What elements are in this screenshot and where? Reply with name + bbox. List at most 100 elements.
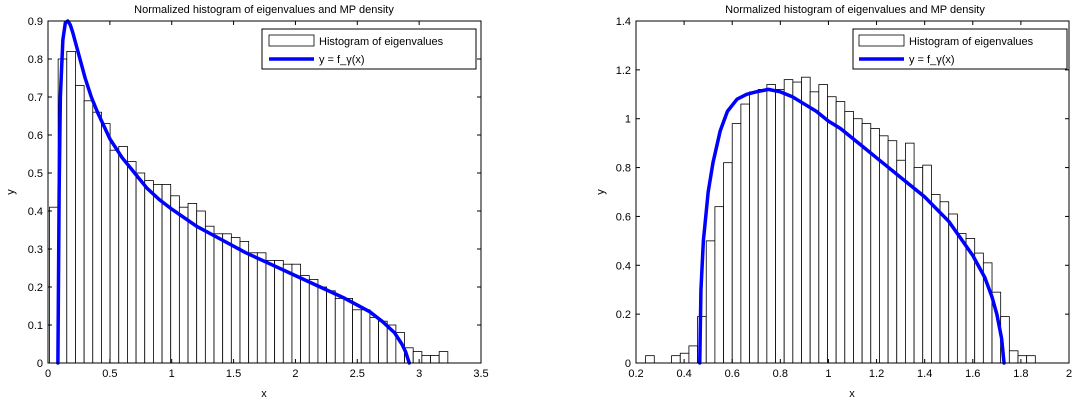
y-tick-label: 0.6 (616, 211, 631, 223)
y-tick-label: 0.8 (616, 163, 631, 175)
histogram-bar (352, 309, 362, 364)
plot-frame (47, 20, 482, 364)
legend-label-density: y = f_γ(x) (319, 54, 365, 66)
histogram-bar (844, 110, 854, 364)
histogram-bar (213, 233, 224, 364)
y-tick-label: 0.4 (28, 206, 43, 218)
y-tick-label: 0.6 (28, 130, 43, 142)
legend: Histogram of eigenvalues y = f_γ(x) (261, 28, 477, 70)
y-tick-label: 0.3 (28, 244, 43, 256)
chart-title: Normalized histogram of eigenvalues and … (134, 4, 394, 16)
histogram-bar (1026, 355, 1036, 364)
x-tick-label: 0.6 (725, 368, 740, 380)
y-tick-label: 1.2 (616, 65, 631, 77)
histogram-bar (369, 316, 379, 364)
histogram-bar (317, 286, 328, 364)
histogram-bar (853, 118, 863, 364)
histogram-bar (749, 91, 759, 364)
x-tick-label: 1 (169, 368, 175, 380)
histogram-bar (334, 297, 345, 364)
histogram-bar (196, 210, 206, 364)
histogram-bar (178, 206, 189, 364)
histogram-bar (792, 81, 802, 364)
legend-swatch-histogram (858, 34, 905, 47)
histogram-bar (248, 252, 258, 364)
histogram-bar (931, 194, 941, 364)
y-tick-label: 0.9 (28, 16, 43, 28)
chart-title: Normalized histogram of eigenvalues and … (725, 4, 985, 16)
y-tick-label: 0.8 (28, 54, 43, 66)
legend: Histogram of eigenvalues y = f_γ(x) (852, 28, 1068, 70)
histogram-bar (905, 142, 915, 364)
histogram-bar (835, 101, 846, 364)
histogram-bar (421, 354, 431, 364)
histogram-bar (879, 135, 889, 364)
histogram-bar (948, 213, 958, 364)
histogram-bar (282, 263, 293, 364)
y-tick-label: 0 (37, 358, 43, 370)
histogram-bar (827, 96, 837, 364)
density-curve-layer (698, 87, 1006, 365)
histogram-bar (723, 162, 733, 364)
x-axis-label: x (261, 388, 267, 400)
histogram-bar (118, 145, 128, 364)
histogram-bar (714, 206, 724, 364)
y-axis-label: y (595, 189, 607, 195)
x-tick-label: 1.6 (965, 368, 980, 380)
y-tick-label: 0.1 (28, 320, 43, 332)
histogram-bar (101, 123, 111, 364)
histogram-bar (274, 259, 284, 364)
x-tick-label: 0.4 (676, 368, 691, 380)
x-tick-label: 0.8 (773, 368, 788, 380)
histogram-bar (740, 103, 750, 364)
legend-label-histogram: Histogram of eigenvalues (909, 36, 1034, 48)
y-tick-label: 0.2 (28, 282, 43, 294)
histogram-bar (135, 172, 146, 364)
y-tick-label: 0.7 (28, 92, 43, 104)
y-axis-ticks: 0 0.2 0.4 0.6 0.8 1 1.2 1.4 (616, 16, 1069, 370)
histogram-bar (731, 123, 742, 364)
x-tick-label: 1.8 (1013, 368, 1028, 380)
x-axis-label: x (849, 388, 855, 400)
histogram-bar (705, 240, 716, 364)
histogram-bar (645, 355, 655, 364)
x-tick-label: 1.2 (869, 368, 884, 380)
histogram-bar (230, 237, 241, 364)
histogram-bar (896, 159, 906, 364)
histogram-bar (300, 275, 310, 364)
density-curve (698, 87, 1006, 365)
histogram-bar (83, 100, 94, 364)
x-tick-label: 3.5 (473, 368, 488, 380)
histogram-bar (801, 76, 811, 364)
histogram-bar (818, 84, 828, 364)
histogram-bar (66, 51, 76, 364)
y-tick-label: 1 (625, 114, 631, 126)
histogram-bar (766, 84, 776, 364)
histogram-bar (265, 259, 276, 364)
histogram-bar (127, 161, 137, 364)
chart-left: Normalized histogram of eigenvalues and … (5, 4, 489, 400)
y-tick-label: 0 (625, 358, 631, 370)
histogram-bar (757, 89, 768, 364)
x-tick-label: 1.4 (917, 368, 932, 380)
x-axis-ticks: 0.2 0.4 0.6 0.8 1 1.2 1.4 1.6 1.8 2 (628, 21, 1072, 380)
histogram-bar (378, 320, 388, 364)
histogram-bar (256, 252, 267, 364)
legend-label-density: y = f_γ(x) (909, 54, 955, 66)
legend-label-histogram: Histogram of eigenvalues (319, 36, 444, 48)
histogram-bar (775, 89, 785, 364)
x-tick-label: 2 (292, 368, 298, 380)
histogram-bar (438, 351, 449, 364)
histogram-bar (783, 79, 794, 364)
y-tick-label: 0.2 (616, 309, 631, 321)
histogram-bar (204, 225, 215, 364)
chart-right: Normalized histogram of eigenvalues and … (595, 4, 1072, 400)
y-axis-ticks: 0 0.1 0.2 0.3 0.4 0.5 0.6 0.7 0.8 0.9 (28, 16, 481, 370)
histogram-bar (870, 128, 880, 364)
legend-swatch-histogram (268, 34, 315, 47)
histogram-bar (326, 290, 336, 364)
histogram-bar (861, 123, 872, 364)
histogram-bar (109, 149, 120, 364)
histogram-bar (913, 167, 924, 364)
